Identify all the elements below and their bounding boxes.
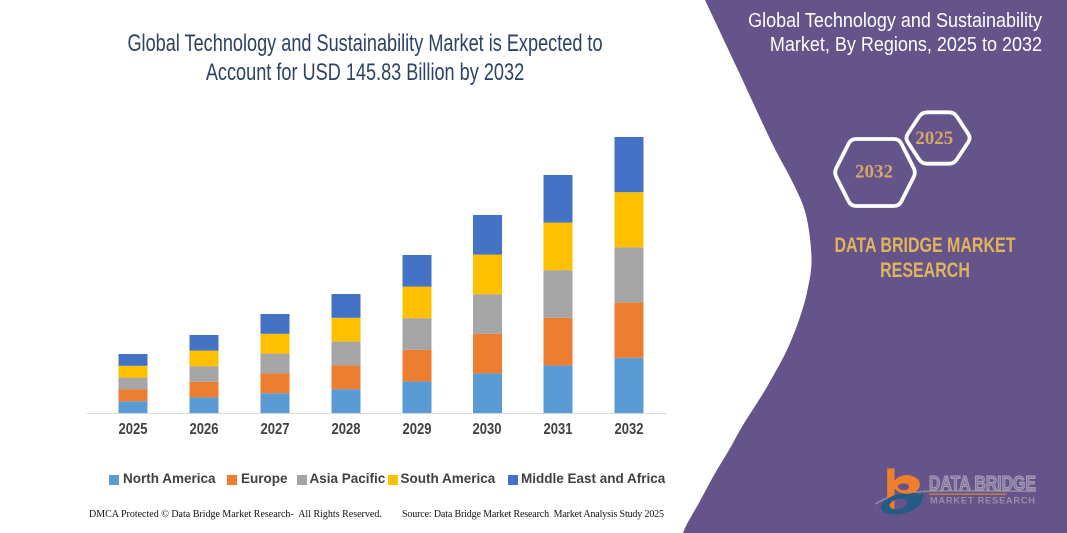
svg-text:2025: 2025 <box>915 128 953 149</box>
svg-text:2032: 2032 <box>855 162 893 183</box>
svg-text:MARKET RESEARCH: MARKET RESEARCH <box>930 495 1035 505</box>
svg-text:DATA BRIDGE: DATA BRIDGE <box>929 473 1036 495</box>
